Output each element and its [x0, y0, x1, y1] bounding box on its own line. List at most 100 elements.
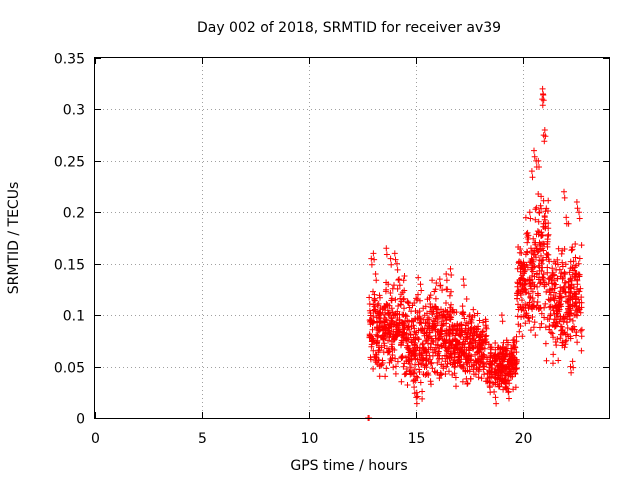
data-point: [515, 321, 522, 328]
data-point: [407, 331, 414, 338]
data-point: [533, 204, 540, 211]
data-point: [440, 365, 447, 372]
data-point: [381, 319, 388, 326]
data-point: [533, 231, 540, 238]
x-tick-label: 5: [198, 431, 207, 447]
data-point: [383, 245, 390, 252]
data-point: [566, 269, 573, 276]
data-point: [457, 362, 464, 369]
data-point: [444, 348, 451, 355]
data-point: [395, 277, 402, 283]
data-point: [552, 260, 559, 267]
data-point: [425, 323, 432, 330]
data-point: [522, 312, 529, 319]
data-point: [473, 325, 480, 332]
data-point: [404, 299, 411, 306]
data-point: [445, 329, 452, 336]
data-point: [401, 305, 407, 312]
data-point: [389, 341, 396, 348]
data-point: [542, 324, 549, 331]
data-point: [471, 331, 478, 337]
data-point: [416, 369, 423, 375]
data-point: [371, 306, 378, 313]
data-point: [538, 205, 545, 212]
data-point: [563, 214, 570, 221]
data-point: [511, 349, 517, 356]
data-point: [412, 377, 419, 384]
data-point: [531, 147, 537, 154]
data-point: [571, 302, 578, 309]
y-tick-label: 0.1: [63, 309, 85, 325]
data-point: [468, 340, 475, 347]
data-point: [405, 300, 412, 307]
data-point: [444, 286, 451, 293]
data-point: [534, 270, 540, 277]
data-point: [569, 358, 576, 365]
data-point: [488, 361, 494, 367]
data-point: [558, 270, 565, 277]
data-point: [524, 249, 531, 256]
data-point: [452, 341, 459, 348]
data-point: [425, 333, 432, 340]
data-point: [408, 356, 415, 363]
data-point: [541, 127, 548, 133]
data-point: [531, 273, 538, 280]
data-point: [545, 251, 552, 258]
data-point: [418, 287, 425, 294]
data-point: [557, 335, 564, 342]
data-point: [526, 318, 533, 325]
data-point: [539, 245, 546, 252]
data-point: [557, 284, 564, 291]
data-point: [412, 331, 419, 338]
data-point: [551, 277, 557, 284]
data-point: [438, 343, 445, 350]
data-point: [525, 315, 532, 322]
data-point: [403, 370, 410, 377]
data-point: [433, 344, 439, 351]
data-point: [433, 280, 440, 286]
data-point: [368, 333, 375, 340]
data-point: [403, 335, 410, 342]
data-point: [403, 354, 409, 361]
data-point: [391, 250, 398, 257]
data-point: [480, 363, 487, 370]
y-tick-label: 0.05: [54, 361, 85, 377]
data-point: [453, 383, 459, 390]
data-point: [430, 339, 437, 345]
data-point: [452, 374, 459, 381]
data-point: [447, 265, 454, 272]
data-point: [396, 328, 403, 335]
data-point: [531, 153, 538, 160]
data-point: [397, 301, 404, 308]
data-point: [389, 354, 396, 361]
data-point: [573, 329, 580, 336]
data-point: [410, 336, 417, 343]
data-point: [555, 357, 562, 364]
data-point: [381, 325, 388, 332]
data-point: [432, 303, 439, 310]
y-tick-label: 0.25: [54, 155, 85, 171]
grid-layer: [95, 58, 609, 418]
data-point: [383, 286, 390, 293]
data-point: [392, 355, 399, 362]
data-point: [404, 382, 411, 388]
data-point: [561, 270, 568, 277]
data-point: [390, 321, 397, 328]
data-point: [443, 271, 450, 277]
data-point: [538, 310, 545, 317]
data-point: [463, 296, 470, 302]
data-point: [532, 216, 539, 223]
data-point: [521, 263, 528, 269]
data-point: [398, 378, 405, 385]
data-point: [520, 313, 527, 320]
data-point: [435, 350, 442, 357]
data-point: [552, 322, 559, 329]
data-point: [563, 337, 570, 344]
data-point: [377, 362, 384, 369]
data-point: [412, 340, 419, 347]
data-point: [557, 323, 564, 330]
data-point: [385, 347, 392, 354]
data-point: [537, 304, 544, 311]
data-point: [461, 282, 467, 289]
